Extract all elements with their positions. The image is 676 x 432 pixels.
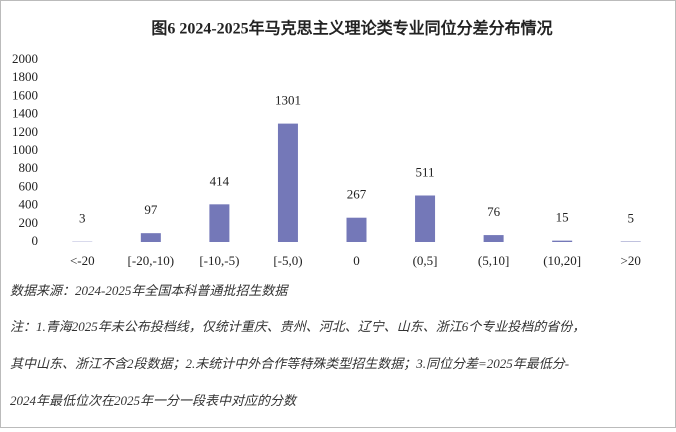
y-tick-label: 600 (19, 178, 39, 193)
value-label: 76 (487, 204, 501, 219)
y-tick-label: 200 (19, 215, 39, 230)
bar (415, 195, 435, 242)
y-tick-label: 1400 (12, 106, 38, 121)
x-tick-label: >20 (621, 253, 641, 268)
x-tick-label: (5,10] (478, 253, 509, 268)
value-label: 414 (210, 173, 230, 188)
x-tick-label: <-20 (70, 253, 95, 268)
bar (552, 241, 572, 242)
bar (278, 124, 298, 242)
y-tick-label: 1200 (12, 124, 38, 139)
value-label: 3 (79, 211, 86, 226)
value-label: 267 (347, 187, 367, 202)
bar (141, 233, 161, 242)
y-tick-label: 1800 (12, 69, 38, 84)
x-tick-label: [-5,0) (273, 253, 302, 268)
value-label: 5 (627, 211, 634, 226)
y-tick-label: 400 (19, 197, 39, 212)
x-tick-label: (0,5] (413, 253, 438, 268)
x-tick-label: (10,20] (543, 253, 581, 268)
x-tick-label: [-10,-5) (199, 253, 239, 268)
x-tick-label: [-20,-10) (128, 253, 175, 268)
bar (347, 218, 367, 242)
y-tick-label: 800 (19, 160, 39, 175)
source: 数据来源：2024-2025年全国本科普通批招生数据 (10, 283, 289, 298)
y-tick-label: 1600 (12, 87, 38, 102)
chart-title: 图6 2024-2025年马克思主义理论类专业同位分差分布情况 (151, 19, 552, 38)
bar (484, 235, 504, 242)
note-line: 注：1.青海2025年未公布投档线，仅统计重庆、贵州、河北、辽宁、山东、浙江6个… (10, 319, 585, 334)
note-line: 其中山东、浙江不含2段数据；2.未统计中外合作等特殊类型招生数据；3.同位分差=… (10, 356, 569, 371)
value-label: 1301 (275, 93, 301, 108)
x-tick-label: 0 (353, 253, 360, 268)
y-tick-label: 2000 (12, 51, 38, 66)
bar (209, 204, 229, 242)
value-label: 511 (416, 164, 435, 179)
value-label: 15 (556, 210, 569, 225)
y-tick-label: 1000 (12, 142, 38, 157)
note-line: 2024年最低位次在2025年一分一段表中对应的分数 (10, 393, 298, 408)
value-label: 97 (144, 202, 158, 217)
y-tick-label: 0 (32, 233, 39, 248)
